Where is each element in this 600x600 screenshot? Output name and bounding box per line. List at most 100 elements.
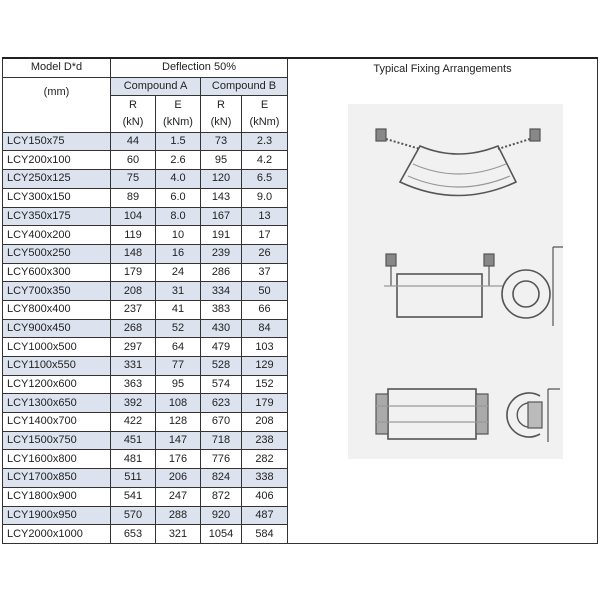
r-compound-b-cell: 872 bbox=[200, 486, 242, 507]
model-cell: LCY1000x500 bbox=[2, 337, 111, 357]
model-header: Model D*d bbox=[2, 57, 111, 78]
model-cell: LCY1600x800 bbox=[2, 449, 111, 470]
arrangements-header: Typical Fixing Arrangements bbox=[373, 63, 512, 75]
model-cell: LCY400x200 bbox=[2, 225, 111, 245]
r-compound-b-cell: 73 bbox=[200, 131, 242, 152]
r-compound-a-cell: 331 bbox=[110, 356, 156, 376]
e-compound-a-cell: 64 bbox=[155, 337, 201, 357]
r-a-unit: (kN) bbox=[110, 114, 156, 133]
r-compound-b-cell: 920 bbox=[200, 505, 242, 526]
e-compound-b-cell: 37 bbox=[241, 262, 288, 283]
r-compound-b-cell: 334 bbox=[200, 281, 242, 301]
model-cell: LCY1900x950 bbox=[2, 505, 111, 526]
table-row: LCY1400x700 422 128 670 208 bbox=[2, 412, 598, 432]
model-cell: LCY1100x550 bbox=[2, 356, 111, 376]
r-compound-a-cell: 148 bbox=[110, 243, 156, 264]
e-compound-b-cell: 238 bbox=[241, 430, 288, 451]
r-compound-a-cell: 481 bbox=[110, 449, 156, 470]
r-compound-b-cell: 623 bbox=[200, 393, 242, 414]
r-compound-b-cell: 239 bbox=[200, 243, 242, 264]
table-row: LCY600x300 179 24 286 37 bbox=[2, 262, 598, 283]
model-cell: LCY150x75 bbox=[2, 131, 111, 152]
deflection-header: Deflection 50% bbox=[110, 57, 288, 78]
r-compound-b-cell: 167 bbox=[200, 206, 242, 227]
e-compound-a-cell: 247 bbox=[155, 486, 201, 507]
model-cell: LCY1800x900 bbox=[2, 486, 111, 507]
r-compound-a-cell: 363 bbox=[110, 374, 156, 395]
model-cell: LCY350x175 bbox=[2, 206, 111, 227]
e-compound-a-cell: 24 bbox=[155, 262, 201, 283]
e-compound-a-cell: 41 bbox=[155, 299, 201, 320]
e-compound-a-cell: 8.0 bbox=[155, 206, 201, 227]
r-compound-b-cell: 1054 bbox=[200, 524, 242, 544]
r-compound-a-cell: 570 bbox=[110, 505, 156, 526]
r-compound-a-cell: 104 bbox=[110, 206, 156, 227]
r-b-unit: (kN) bbox=[200, 114, 242, 133]
e-compound-b-cell: 487 bbox=[241, 505, 288, 526]
e-compound-b-cell: 406 bbox=[241, 486, 288, 507]
r-compound-a-cell: 44 bbox=[110, 131, 156, 152]
e-compound-b-cell: 26 bbox=[241, 243, 288, 264]
e-compound-b-cell: 103 bbox=[241, 337, 288, 357]
e-compound-a-cell: 108 bbox=[155, 393, 201, 414]
e-compound-a-cell: 147 bbox=[155, 430, 201, 451]
e-compound-a-cell: 10 bbox=[155, 225, 201, 245]
r-b-header: R bbox=[200, 95, 242, 115]
e-compound-a-cell: 16 bbox=[155, 243, 201, 264]
model-cell: LCY1500x750 bbox=[2, 430, 111, 451]
e-compound-b-cell: 4.2 bbox=[241, 150, 288, 171]
r-compound-b-cell: 95 bbox=[200, 150, 242, 171]
e-compound-b-cell: 338 bbox=[241, 468, 288, 488]
e-compound-a-cell: 2.6 bbox=[155, 150, 201, 171]
r-compound-a-cell: 89 bbox=[110, 187, 156, 208]
r-a-header: R bbox=[110, 95, 156, 115]
cylinder-bolted-drawing bbox=[384, 246, 563, 326]
cylinder-clamped-drawing bbox=[375, 388, 560, 442]
table-row: LCY400x200 119 10 191 17 bbox=[2, 225, 598, 245]
r-compound-b-cell: 120 bbox=[200, 169, 242, 189]
table-row: LCY200x100 60 2.6 95 4.2 bbox=[2, 150, 598, 171]
model-cell: LCY1700x850 bbox=[2, 468, 111, 488]
fixing-arrangements-cell: Typical Fixing Arrangements bbox=[287, 57, 598, 544]
r-compound-a-cell: 451 bbox=[110, 430, 156, 451]
model-cell: LCY1400x700 bbox=[2, 412, 111, 432]
model-cell: LCY1200x600 bbox=[2, 374, 111, 395]
e-compound-b-cell: 208 bbox=[241, 412, 288, 432]
model-cell: LCY800x400 bbox=[2, 299, 111, 320]
fixing-drawings bbox=[348, 104, 563, 459]
model-cell: LCY500x250 bbox=[2, 243, 111, 264]
e-compound-a-cell: 31 bbox=[155, 281, 201, 301]
table-row: LCY1200x600 363 95 574 152 bbox=[2, 374, 598, 395]
e-compound-a-cell: 52 bbox=[155, 318, 201, 339]
table-row: LCY300x150 89 6.0 143 9.0 bbox=[2, 187, 598, 208]
e-compound-b-cell: 282 bbox=[241, 449, 288, 470]
table-row: LCY800x400 237 41 383 66 bbox=[2, 299, 598, 320]
table-row: LCY1800x900 541 247 872 406 bbox=[2, 486, 598, 507]
r-compound-b-cell: 670 bbox=[200, 412, 242, 432]
compound-a-header: Compound A bbox=[110, 76, 201, 97]
e-compound-b-cell: 152 bbox=[241, 374, 288, 395]
r-compound-a-cell: 653 bbox=[110, 524, 156, 544]
r-compound-b-cell: 383 bbox=[200, 299, 242, 320]
chain-suspension-drawing bbox=[375, 128, 541, 197]
r-compound-a-cell: 75 bbox=[110, 169, 156, 189]
e-compound-b-cell: 13 bbox=[241, 206, 288, 227]
e-compound-b-cell: 50 bbox=[241, 281, 288, 301]
e-compound-a-cell: 288 bbox=[155, 505, 201, 526]
e-compound-b-cell: 6.5 bbox=[241, 169, 288, 189]
r-compound-a-cell: 119 bbox=[110, 225, 156, 245]
e-compound-b-cell: 9.0 bbox=[241, 187, 288, 208]
r-compound-b-cell: 479 bbox=[200, 337, 242, 357]
compound-b-header: Compound B bbox=[200, 76, 288, 97]
e-compound-b-cell: 84 bbox=[241, 318, 288, 339]
e-compound-a-cell: 1.5 bbox=[155, 131, 201, 152]
e-b-header: E bbox=[241, 95, 288, 115]
e-compound-b-cell: 2.3 bbox=[241, 131, 288, 152]
e-compound-b-cell: 179 bbox=[241, 393, 288, 414]
r-compound-b-cell: 574 bbox=[200, 374, 242, 395]
e-compound-a-cell: 176 bbox=[155, 449, 201, 470]
e-compound-b-cell: 129 bbox=[241, 356, 288, 376]
e-a-unit: (kNm) bbox=[155, 114, 201, 133]
model-cell: LCY2000x1000 bbox=[2, 524, 111, 544]
r-compound-b-cell: 718 bbox=[200, 430, 242, 451]
